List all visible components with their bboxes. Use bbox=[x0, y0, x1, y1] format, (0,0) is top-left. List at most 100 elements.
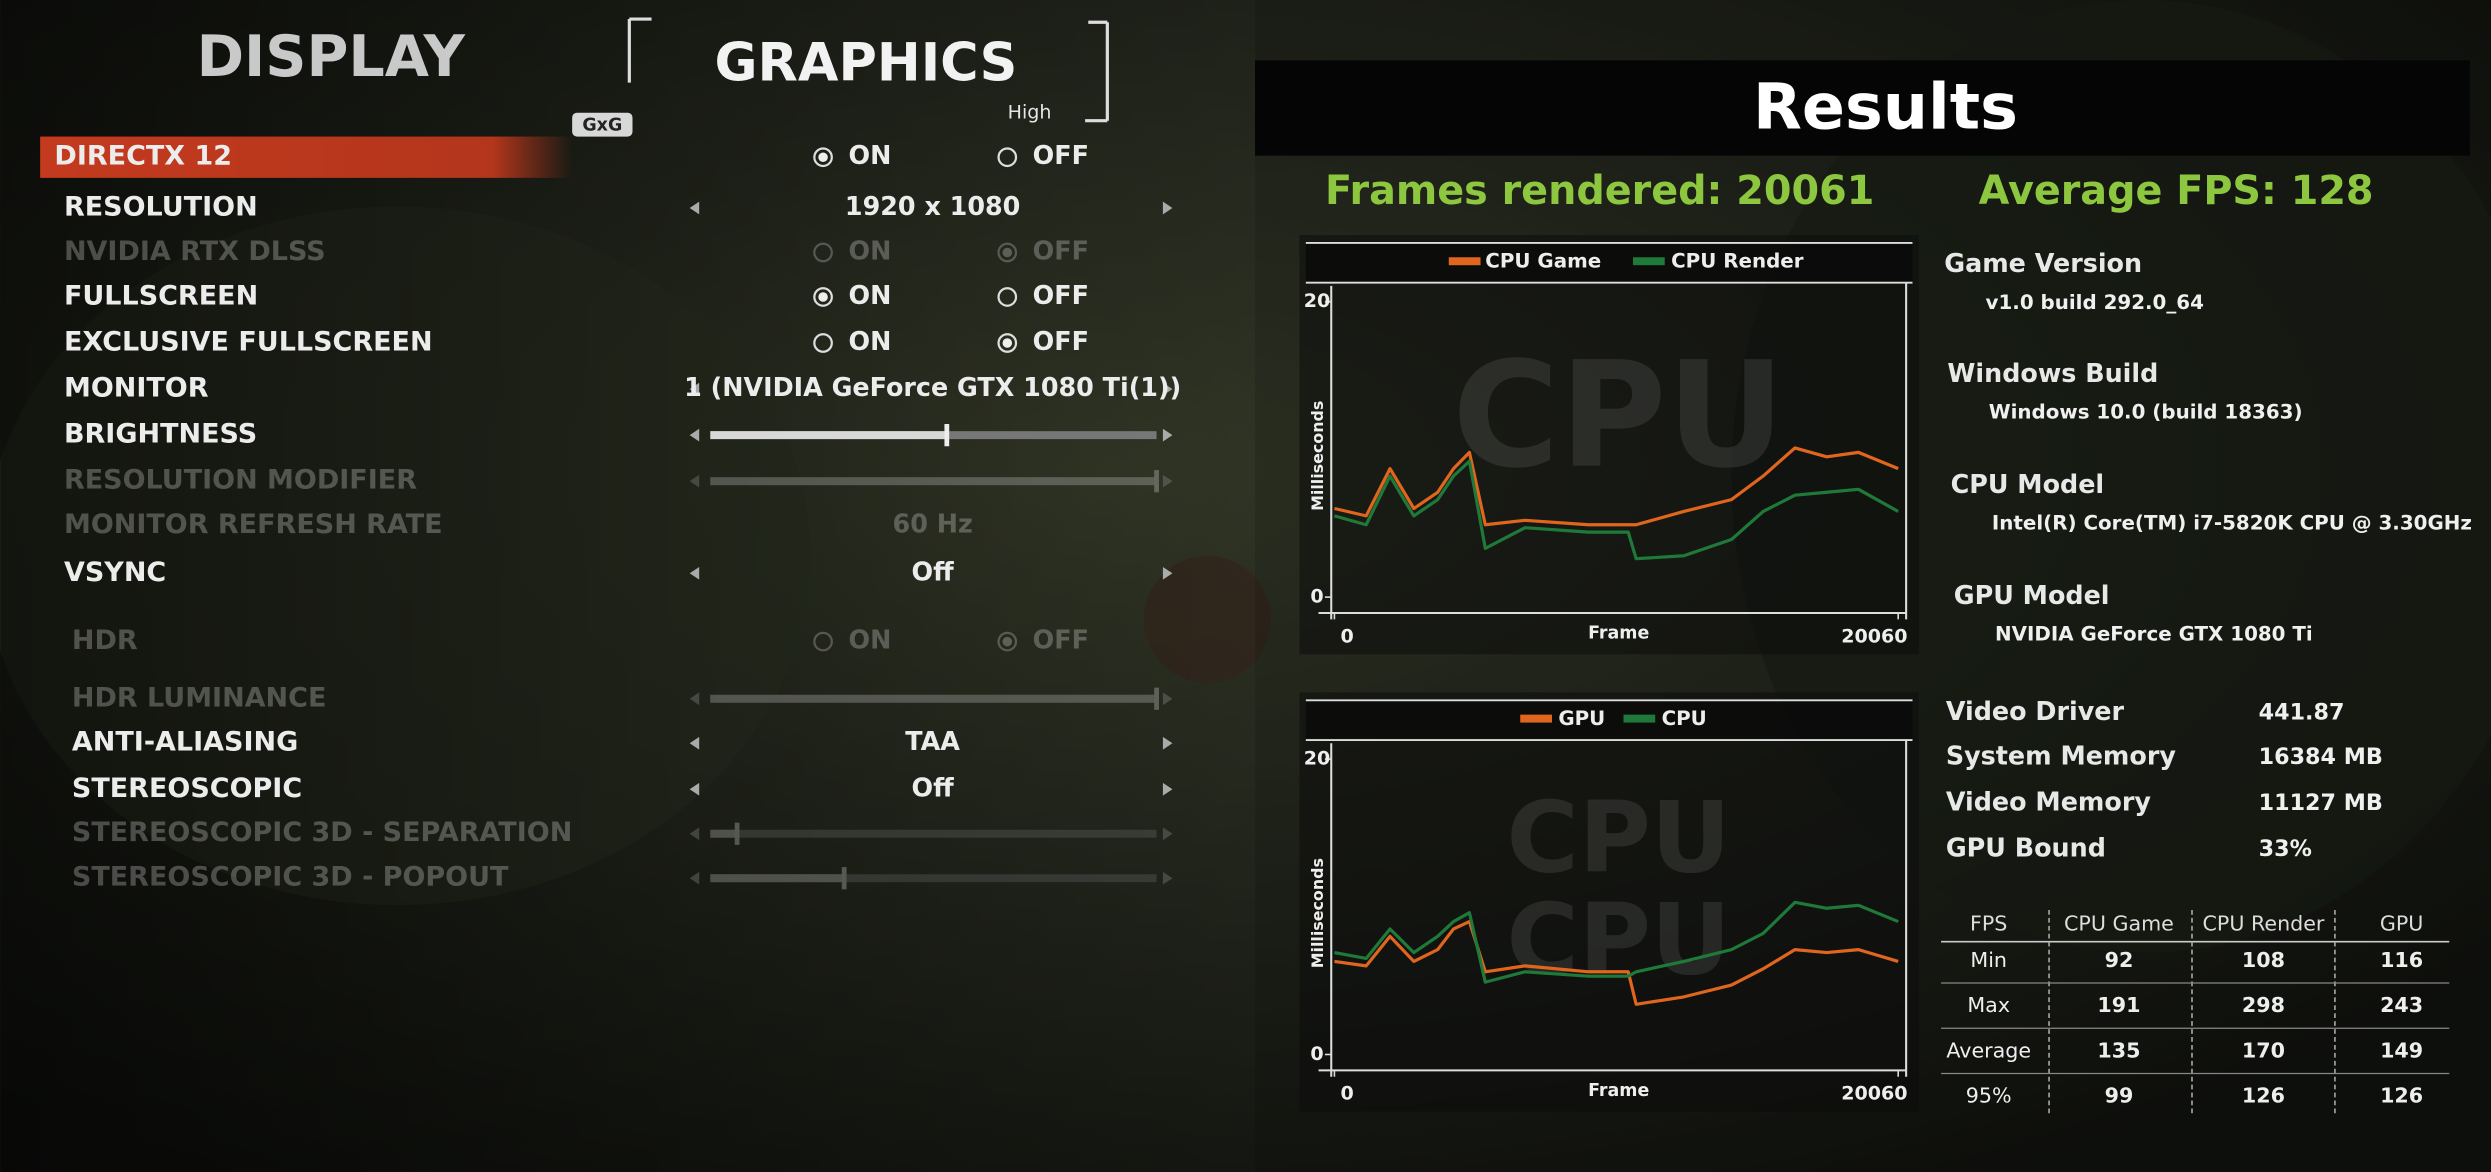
arrow-right bbox=[1162, 382, 1173, 396]
radio-dot bbox=[818, 152, 828, 162]
legend-strip bbox=[1305, 242, 1913, 282]
series-line bbox=[1334, 446, 1899, 527]
radio bbox=[813, 333, 833, 353]
table-cell: 170 bbox=[2242, 1038, 2285, 1062]
setting-value: TAA bbox=[905, 726, 960, 756]
info-label: Windows Build bbox=[1947, 358, 2158, 388]
table-header: FPS bbox=[1970, 911, 2007, 935]
setting-label: BRIGHTNESS bbox=[64, 419, 257, 450]
tab: GRAPHICS bbox=[715, 33, 1018, 94]
setting-value: Off bbox=[912, 556, 955, 586]
option: ON bbox=[848, 326, 891, 356]
chart-panel bbox=[1299, 235, 1919, 655]
table-cell: 126 bbox=[2380, 1084, 2423, 1108]
table-row-label: Min bbox=[1970, 948, 2007, 972]
watermark: CPU bbox=[1507, 883, 1731, 997]
table-row-label: 95% bbox=[1966, 1084, 2012, 1108]
legend-label: CPU Render bbox=[1671, 250, 1804, 273]
setting-row: RESOLUTION 1920 x 1080 bbox=[64, 191, 1173, 223]
arrow-left bbox=[689, 201, 700, 215]
legend-swatch bbox=[1448, 257, 1481, 266]
slider-fill bbox=[710, 694, 1157, 703]
legend-swatch bbox=[1520, 714, 1552, 723]
radio-dot bbox=[1002, 338, 1013, 348]
arrow-left bbox=[689, 566, 700, 580]
stat-label: Video Driver bbox=[1946, 696, 2125, 726]
info-value: Intel(R) Core(TM) i7-5820K CPU @ 3.30GHz bbox=[1992, 512, 2472, 535]
arrow-left bbox=[689, 871, 700, 885]
radio bbox=[997, 631, 1018, 652]
chart-panel bbox=[1299, 692, 1919, 1112]
arrow-right bbox=[1162, 782, 1173, 796]
table-header: CPU Game bbox=[2064, 911, 2174, 935]
series-line bbox=[1334, 919, 1899, 1006]
stat-label: GPU Bound bbox=[1946, 833, 2106, 863]
arrow-left bbox=[689, 382, 700, 396]
setting-row: RESOLUTION MODIFIER bbox=[64, 465, 1173, 496]
menu-shade bbox=[0, 0, 1256, 1172]
content: DISPLAY GRAPHICS High GxG DIRECTX 12 ON OFF RES… bbox=[40, 24, 2472, 1115]
logo: GxG bbox=[582, 115, 622, 135]
arrow-left bbox=[689, 736, 700, 750]
setting-row: ANTI-ALIASING TAA bbox=[72, 726, 1173, 758]
table-cell: 149 bbox=[2380, 1038, 2423, 1062]
arrow-right bbox=[1162, 474, 1173, 488]
info-value: Windows 10.0 (build 18363) bbox=[1989, 400, 2303, 423]
option: OFF bbox=[1033, 236, 1089, 266]
table-cell: 243 bbox=[2380, 993, 2423, 1017]
x-tick-label: 0 bbox=[1341, 625, 1354, 647]
table-cell: 135 bbox=[2097, 1038, 2140, 1062]
average-fps: Average FPS: 128 bbox=[1979, 168, 2374, 214]
arrow-right bbox=[1162, 871, 1173, 885]
table-cell: 298 bbox=[2242, 993, 2285, 1017]
series-line bbox=[1334, 900, 1899, 984]
x-axis-label: Frame bbox=[1588, 624, 1649, 644]
y-tick-label: 0 bbox=[1310, 1043, 1323, 1065]
info-value: v1.0 build 292.0_64 bbox=[1986, 291, 2204, 314]
radio bbox=[997, 333, 1018, 353]
setting-label: RESOLUTION MODIFIER bbox=[64, 465, 417, 496]
legend-swatch bbox=[1623, 714, 1656, 723]
slider-knob bbox=[841, 867, 847, 890]
stat-label: Video Memory bbox=[1946, 787, 2151, 817]
x-axis-label: Frame bbox=[1588, 1081, 1649, 1101]
info-label: Game Version bbox=[1944, 248, 2142, 278]
arrow-right bbox=[1162, 428, 1173, 442]
stat-label: System Memory bbox=[1946, 741, 2177, 771]
info-value: NVIDIA GeForce GTX 1080 Ti bbox=[1995, 623, 2313, 646]
option: OFF bbox=[1033, 140, 1089, 170]
radio bbox=[813, 287, 833, 307]
table-header: GPU bbox=[2380, 911, 2424, 935]
y-tick-label: 20 bbox=[1304, 290, 1331, 312]
info-label: GPU Model bbox=[1954, 580, 2110, 610]
option: ON bbox=[848, 236, 891, 266]
setting-row: FULLSCREEN ON OFF bbox=[64, 280, 1089, 312]
setting-label: HDR LUMINANCE bbox=[72, 682, 326, 713]
setting-row: BRIGHTNESS bbox=[64, 419, 1173, 450]
table-row-label: Max bbox=[1967, 993, 2010, 1017]
arrow-left bbox=[689, 827, 700, 841]
setting-value: 1920 x 1080 bbox=[845, 191, 1020, 221]
setting-row: MONITOR 1 (NVIDIA GeForce GTX 1080 Ti(1)) bbox=[64, 372, 1181, 404]
radio bbox=[997, 287, 1018, 307]
tab-frame bbox=[627, 17, 1109, 123]
setting-label: VSYNC bbox=[64, 557, 166, 588]
setting-row: EXCLUSIVE FULLSCREEN ON OFF bbox=[64, 326, 1089, 358]
slider-fill bbox=[710, 874, 845, 883]
series-line bbox=[1334, 459, 1899, 561]
option: OFF bbox=[1033, 625, 1089, 655]
option: OFF bbox=[1033, 280, 1089, 310]
setting-label: MONITOR bbox=[64, 373, 209, 404]
stat-value: 16384 MB bbox=[2259, 744, 2383, 770]
setting-row: NVIDIA RTX DLSS ON OFF bbox=[64, 236, 1089, 267]
option: ON bbox=[848, 140, 891, 170]
slider-track bbox=[710, 477, 1157, 486]
setting-label: STEREOSCOPIC 3D - SEPARATION bbox=[72, 817, 572, 848]
slider-track bbox=[710, 829, 1157, 838]
setting-value: Off bbox=[912, 772, 955, 802]
arrow-right bbox=[1162, 736, 1173, 750]
legend-label: GPU bbox=[1558, 707, 1605, 730]
setting-label: FULLSCREEN bbox=[64, 280, 258, 311]
